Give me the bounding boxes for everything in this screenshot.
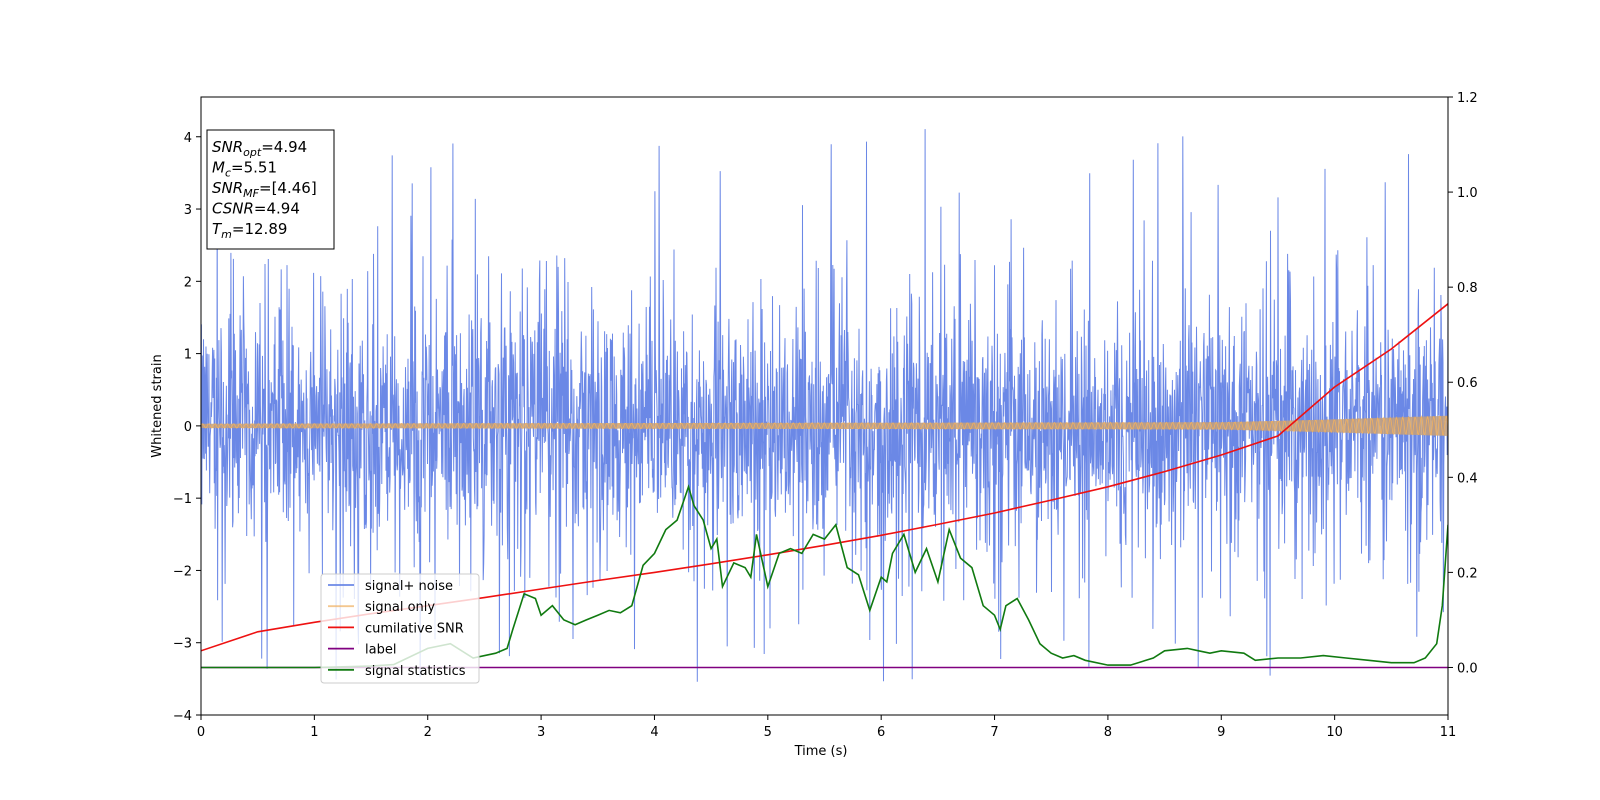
y-left-tick-label: 0 xyxy=(184,420,192,435)
series-line-signal-only xyxy=(201,415,1448,436)
legend-frame xyxy=(320,573,480,684)
y-left-tick-label: −3 xyxy=(173,637,192,652)
legend-label: cumilative SNR xyxy=(365,621,464,636)
legend-label: signal only xyxy=(365,600,435,615)
y-axis-right: 0.0 0.2 0.4 0.6 0.8 1.0 1.2 xyxy=(1448,91,1478,676)
x-tick-label: 5 xyxy=(764,725,772,740)
y-axis-title: Whitened strain xyxy=(150,354,165,457)
x-tick-label: 6 xyxy=(877,725,885,740)
y-right-tick-label: 0.6 xyxy=(1457,376,1478,391)
x-tick-label: 7 xyxy=(990,725,998,740)
x-tick-label: 9 xyxy=(1217,725,1225,740)
y-right-tick-label: 0.2 xyxy=(1457,566,1478,581)
legend: signal+ noise signal only cumilative SNR la… xyxy=(320,573,480,684)
info-box-line: Mc=5.51 xyxy=(212,159,277,180)
series-line-signal-noise xyxy=(201,129,1448,682)
info-box-line: SNRopt=4.94 xyxy=(212,138,307,159)
x-tick-label: 8 xyxy=(1104,725,1112,740)
x-tick-label: 2 xyxy=(424,725,432,740)
series-line-signal-statistics xyxy=(201,484,1448,669)
y-left-tick-label: 2 xyxy=(184,275,192,290)
y-right-tick-label: 0.8 xyxy=(1457,281,1478,296)
x-tick-label: 11 xyxy=(1440,725,1457,740)
y-right-tick-label: 0.0 xyxy=(1457,661,1478,676)
y-right-tick-label: 0.4 xyxy=(1457,471,1478,486)
x-tick-label: 10 xyxy=(1326,725,1343,740)
info-box-line: Tm=12.89 xyxy=(212,220,287,241)
y-left-tick-label: 3 xyxy=(184,203,192,218)
y-axis-left: −4 −3 −2 −1 0 1 2 3 4 xyxy=(173,131,201,724)
y-left-tick-label: −1 xyxy=(173,492,192,507)
info-box-line: SNRMF=[4.46] xyxy=(212,179,317,200)
y-left-tick-label: −4 xyxy=(173,709,192,724)
x-axis-title: Time (s) xyxy=(794,744,848,759)
x-tick-label: 1 xyxy=(310,725,318,740)
info-box-frame xyxy=(206,129,335,250)
plot-frame xyxy=(200,96,1449,716)
x-tick-label: 0 xyxy=(197,725,205,740)
series-area-signal-only xyxy=(201,415,1448,436)
y-right-tick-label: 1.2 xyxy=(1457,91,1478,106)
y-right-tick-label: 1.0 xyxy=(1457,186,1478,201)
legend-label: label xyxy=(365,643,396,658)
legend-label: signal+ noise xyxy=(365,579,453,594)
legend-label: signal statistics xyxy=(365,664,466,679)
info-box-line: CSNR=4.94 xyxy=(212,200,300,218)
y-left-tick-label: 1 xyxy=(184,348,192,363)
y-left-tick-label: −2 xyxy=(173,564,192,579)
x-axis: 0 1 2 3 4 5 6 7 8 9 10 11 xyxy=(197,715,1456,740)
x-tick-label: 3 xyxy=(537,725,545,740)
x-tick-label: 4 xyxy=(650,725,658,740)
y-left-tick-label: 4 xyxy=(184,131,192,146)
